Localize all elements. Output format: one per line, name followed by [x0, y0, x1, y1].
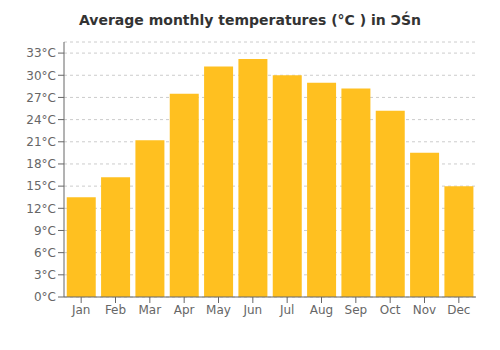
svg-text:Feb: Feb [105, 303, 126, 317]
svg-text:Apr: Apr [174, 303, 195, 317]
svg-text:Aug: Aug [310, 303, 333, 317]
svg-text:33°C: 33°C [26, 46, 56, 60]
svg-text:Dec: Dec [447, 303, 470, 317]
svg-text:18°C: 18°C [26, 157, 56, 171]
svg-text:6°C: 6°C [34, 246, 56, 260]
svg-text:Oct: Oct [380, 303, 401, 317]
html-text:Average monthly temperatures (: Average monthly temperatures (°C ) in ƆŚ… [79, 12, 421, 28]
svg-text:Sep: Sep [345, 303, 368, 317]
svg-text:30°C: 30°C [26, 69, 56, 83]
svg-text:Nov: Nov [413, 303, 436, 317]
svg-text:0°C: 0°C [34, 290, 56, 304]
svg-text:3°C: 3°C [34, 268, 56, 282]
svg-text:15°C: 15°C [26, 179, 56, 193]
svg-text:May: May [206, 303, 231, 317]
svg-text:24°C: 24°C [26, 113, 56, 127]
svg-text:27°C: 27°C [26, 91, 56, 105]
svg-text:Jan: Jan [71, 303, 91, 317]
svg-text:Jun: Jun [242, 303, 262, 317]
svg-text:21°C: 21°C [26, 135, 56, 149]
svg-text:Jul: Jul [279, 303, 294, 317]
svg-text:12°C: 12°C [26, 202, 56, 216]
svg-text:Mar: Mar [139, 303, 162, 317]
svg-text:9°C: 9°C [34, 224, 56, 238]
